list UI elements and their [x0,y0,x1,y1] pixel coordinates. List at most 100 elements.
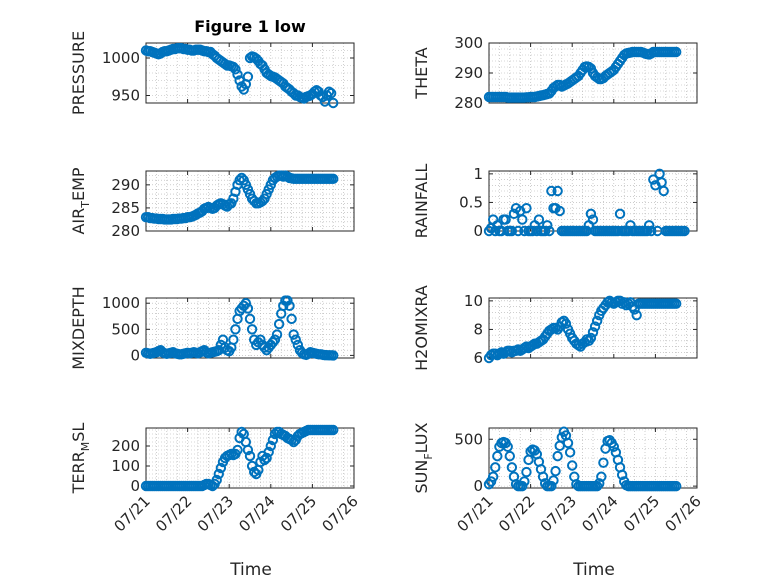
data-point [490,462,501,473]
x-tick-label: 07/24 [235,492,278,535]
y-label-main: SUN [412,460,431,494]
x-tick-label: 07/22 [152,492,195,535]
data-point [230,324,241,335]
y-tick-label: 0 [473,222,483,240]
y-axis-label-air-temp: AIRTEMP [69,167,92,234]
grid-terr-msl [145,428,355,488]
axes-box-mixdepth [145,297,355,359]
y-tick-label: 1 [473,165,483,183]
data-point [242,71,254,82]
data-point [591,315,603,327]
y-label-main: TERR [69,451,88,494]
series-terr-msl [140,424,339,492]
y-tick-label: 290 [454,64,483,82]
data-point [328,97,339,109]
data-point [560,318,572,329]
data-point [290,334,301,345]
series-mixdepth [140,295,339,361]
data-point [554,440,565,452]
data-point [646,225,657,237]
data-point [587,327,599,338]
data-point [546,185,557,197]
data-point [519,476,530,487]
subplot-h2omixra: 6 8 10 H2OMIXRA [412,285,698,371]
series-theta [483,46,682,103]
data-point [552,185,563,197]
data-point [544,225,555,237]
data-point [255,334,266,345]
data-point [286,313,297,325]
data-point [228,61,239,73]
y-tick-label: 0 [130,346,140,364]
series-sun-flux [483,426,682,492]
series-air-temp [140,170,339,225]
data-point [598,457,609,468]
x-tick-label: 07/25 [620,492,663,535]
y-tick-label: 280 [454,94,483,112]
y-tick-label: 300 [454,34,483,52]
data-point [614,208,626,220]
axes-box-air-temp [145,170,355,232]
data-point [263,446,274,458]
figure-title: Figure 1 low [194,17,306,36]
data-point [240,298,252,309]
y-tick-label: 290 [111,176,140,194]
series-rainfall [483,168,690,237]
y-tick-label: 285 [111,199,140,217]
subplot-rainfall: 0 0.5 1 RAINFALL [412,164,698,240]
x-tick-label: 07/26 [662,492,705,535]
data-point [259,454,270,466]
y-tick-label: 0.5 [459,193,483,211]
data-point [292,339,304,351]
y-label-end: EMP [69,167,88,201]
y-tick-label: 200 [111,437,140,455]
data-point [232,69,243,80]
data-point [228,334,239,345]
series-h2omixra [483,295,682,364]
data-point [641,225,653,237]
data-point [328,424,339,436]
x-tick-label: 07/22 [495,492,538,535]
data-point [246,324,258,335]
data-point [271,329,283,340]
data-point [533,214,545,225]
x-axis-label-right: Time [572,560,615,580]
x-tick-label: 07/23 [194,492,237,535]
y-tick-label: 0 [473,477,483,495]
data-point [517,214,528,225]
data-point [328,173,339,185]
data-point [550,465,561,477]
data-point [512,225,524,237]
data-point [548,475,559,486]
data-point [490,225,501,237]
data-point [261,452,272,464]
data-point [585,208,597,220]
y-tick-label: 10 [464,292,483,310]
data-point [259,342,270,353]
y-label-subscript: F [422,453,435,459]
data-point [213,468,225,480]
subplot-theta: 280 290 300 THETA [412,34,698,112]
data-point [242,303,254,314]
data-point [542,220,553,231]
data-point [242,444,254,456]
data-point [587,214,599,225]
data-point [502,441,513,452]
x-tick-label: 07/26 [319,492,362,535]
y-axis-label-h2omixra: H2OMIXRA [412,285,431,371]
data-point [492,450,503,462]
data-point [658,185,669,197]
subplot-pressure: 950 1000 PRESSURE [69,31,355,115]
y-tick-label: 950 [111,87,140,105]
data-point [284,300,295,312]
data-point [506,225,518,237]
data-point [232,444,243,456]
y-label-end: LUX [412,422,431,453]
x-tick-label: 07/25 [277,492,320,535]
data-point [238,84,249,95]
y-tick-label: 500 [454,430,483,448]
data-point [230,64,241,75]
data-point [671,46,682,58]
